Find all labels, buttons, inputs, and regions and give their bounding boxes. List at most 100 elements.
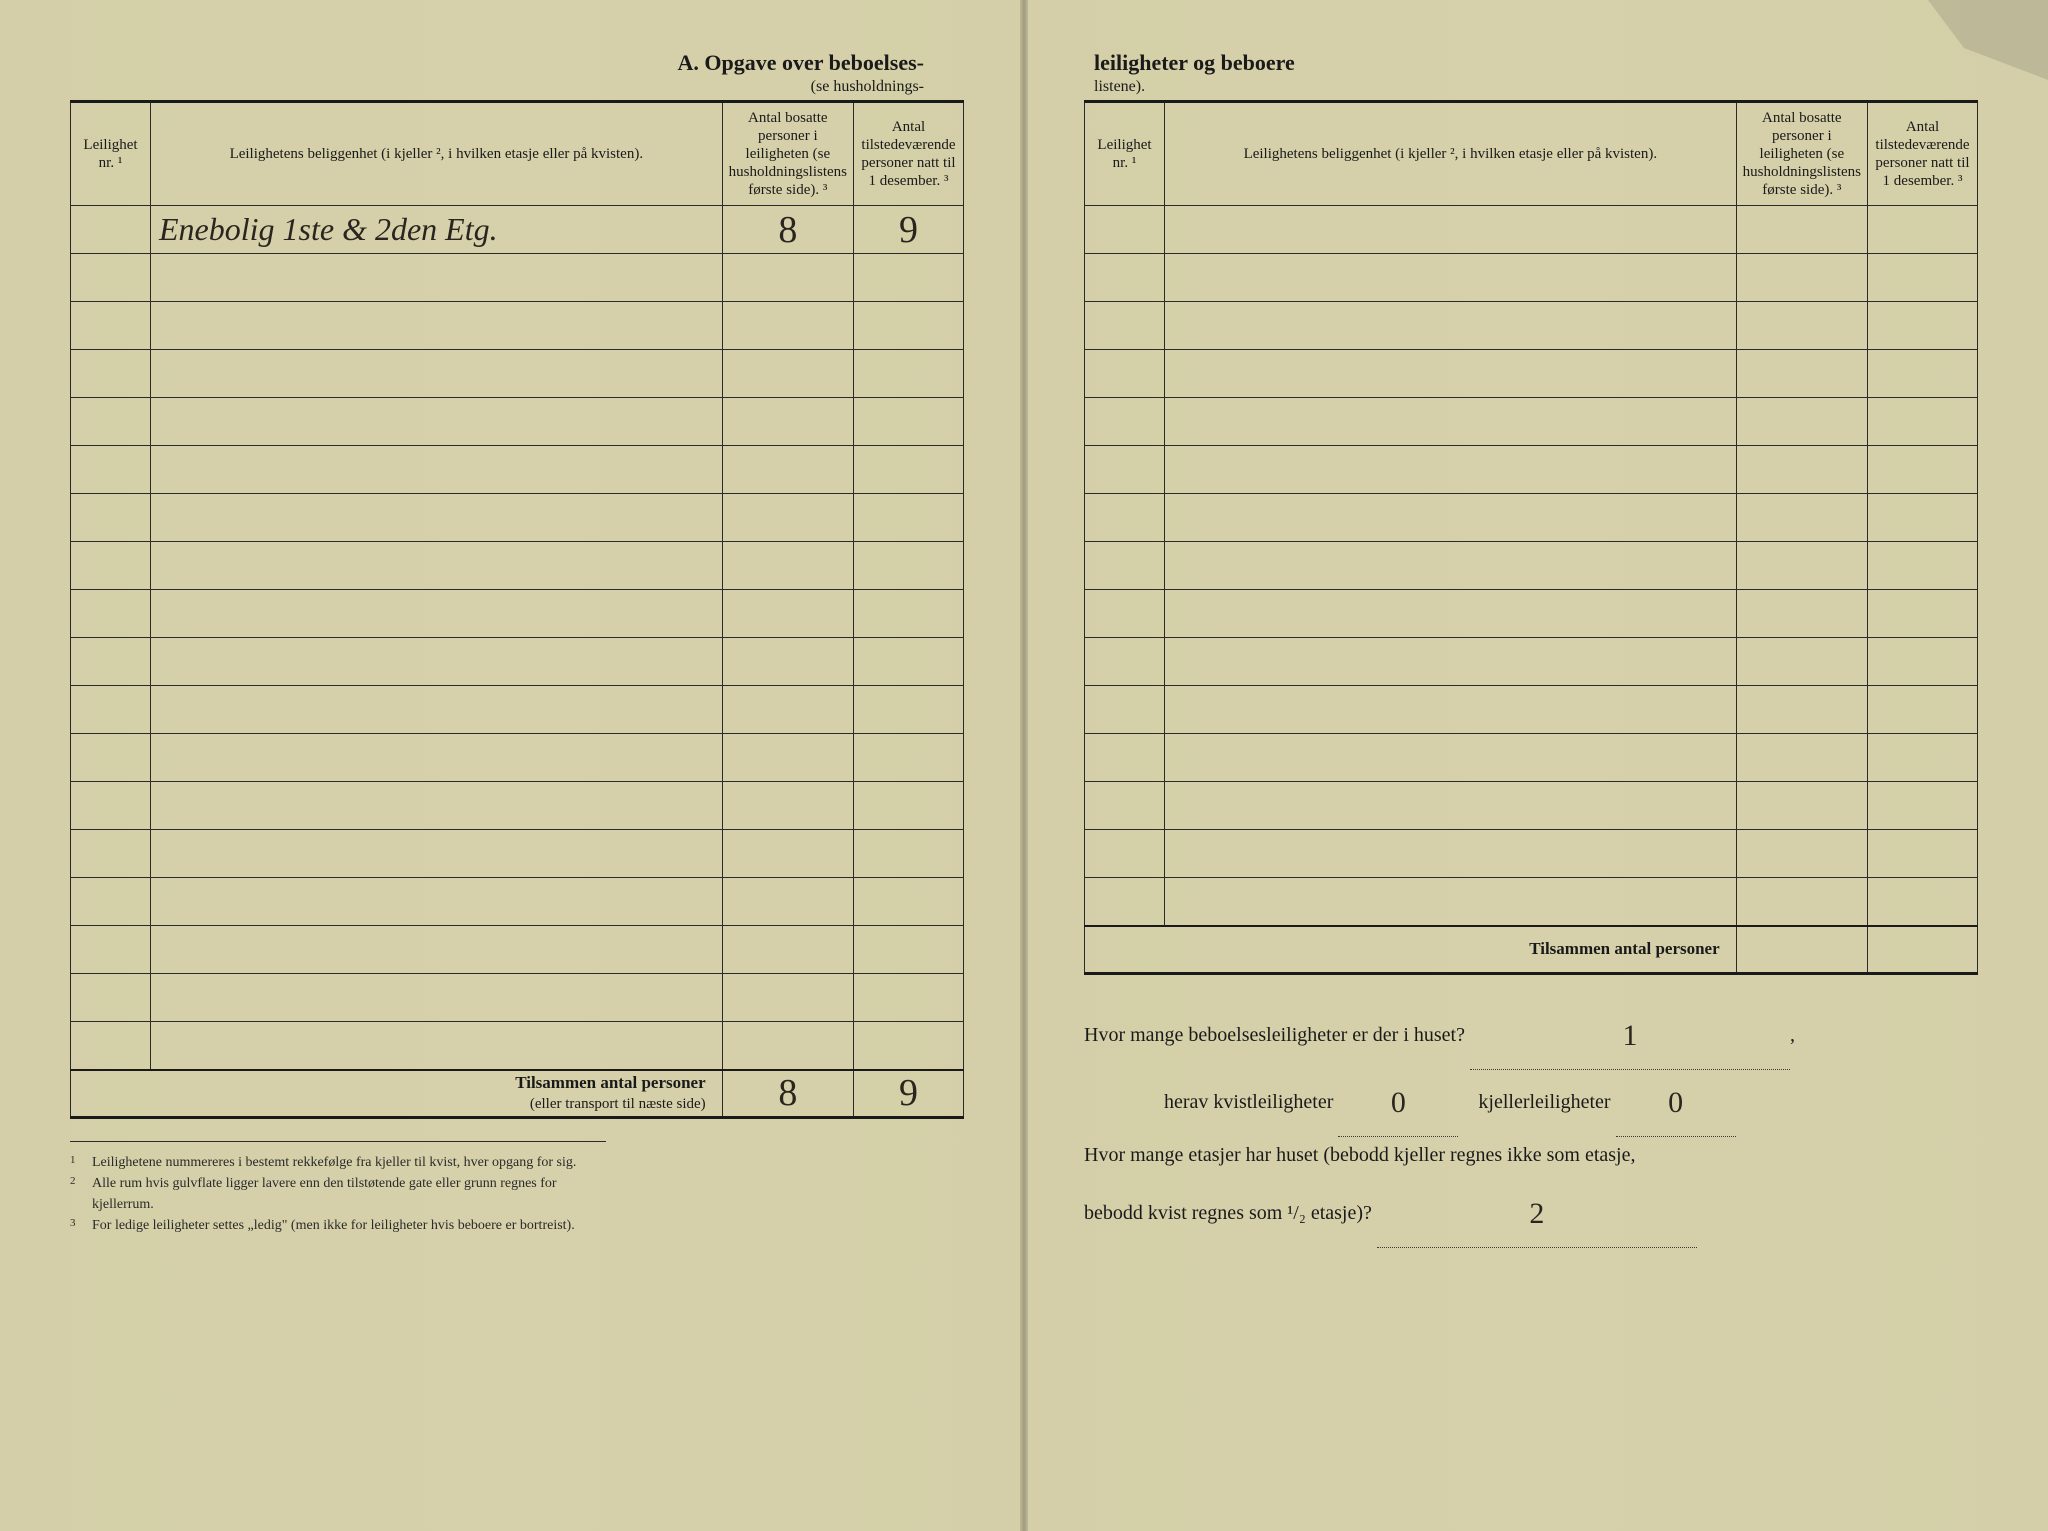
cell-n1: [722, 638, 853, 686]
cell-nr: [1085, 590, 1165, 638]
cell-n2: [1868, 350, 1978, 398]
left-page: A. Opgave over beboelses- (se husholdnin…: [0, 0, 1024, 1531]
cell-n2: [854, 542, 964, 590]
right-table: Leilighet nr. ¹ Leilighetens beliggenhet…: [1084, 100, 1978, 975]
cell-loc: [1165, 206, 1737, 254]
cell-nr: [71, 494, 151, 542]
cell-n1: [1736, 398, 1867, 446]
cell-n2: [1868, 302, 1978, 350]
cell-loc: [151, 974, 723, 1022]
question-2: herav kvistleiligheter 0 kjellerleilighe…: [1084, 1066, 1978, 1133]
totals-label-bold: Tilsammen antal personer: [515, 1073, 705, 1092]
table-row: [71, 302, 964, 350]
table-row: [1085, 398, 1978, 446]
table-row: [71, 830, 964, 878]
page-fold: [1020, 0, 1028, 1531]
left-totals-label: Tilsammen antal personer (eller transpor…: [71, 1070, 723, 1118]
footnotes: 1Leilighetene nummereres i bestemt rekke…: [70, 1141, 606, 1236]
cell-n2: [854, 350, 964, 398]
table-row: [71, 974, 964, 1022]
cell-nr: [1085, 686, 1165, 734]
cell-nr: [1085, 734, 1165, 782]
footnote-2: Alle rum hvis gulvflate ligger lavere en…: [92, 1173, 606, 1215]
cell-nr: [71, 542, 151, 590]
cell-n1: [1736, 302, 1867, 350]
table-row: [1085, 830, 1978, 878]
cell-n1: [1736, 878, 1867, 926]
cell-n1: [1736, 590, 1867, 638]
cell-n1: [722, 734, 853, 782]
cell-n2: [1868, 542, 1978, 590]
cell-n1: [1736, 638, 1867, 686]
cell-loc: [151, 350, 723, 398]
col-header-n2: Antal tilstedeværende personer natt til …: [854, 102, 964, 206]
table-row: [1085, 302, 1978, 350]
cell-n1: [722, 1022, 853, 1070]
cell-loc: [1165, 494, 1737, 542]
cell-loc: [1165, 686, 1737, 734]
cell-loc: [1165, 254, 1737, 302]
cell-nr: [71, 350, 151, 398]
cell-nr: [1085, 398, 1165, 446]
cell-loc: [151, 686, 723, 734]
cell-loc: [1165, 350, 1737, 398]
cell-nr: [1085, 350, 1165, 398]
cell-n1: [1736, 494, 1867, 542]
cell-n2: [854, 974, 964, 1022]
cell-n1: [1736, 686, 1867, 734]
cell-nr: [1085, 494, 1165, 542]
table-row: [1085, 350, 1978, 398]
cell-nr: [71, 590, 151, 638]
table-row: [71, 638, 964, 686]
q2a-value: 0: [1338, 1070, 1458, 1137]
question-1: Hvor mange beboelsesleiligheter er der i…: [1084, 999, 1978, 1066]
cell-n2: [1868, 830, 1978, 878]
cell-nr: [1085, 254, 1165, 302]
table-row: [71, 398, 964, 446]
cell-loc: [151, 1022, 723, 1070]
cell-n2: [1868, 254, 1978, 302]
table-row: [1085, 782, 1978, 830]
cell-nr: [71, 398, 151, 446]
cell-n1: [722, 878, 853, 926]
cell-n1: [1736, 254, 1867, 302]
col-header-nr: Leilighet nr. ¹: [71, 102, 151, 206]
table-row: [71, 782, 964, 830]
q1-text: Hvor mange beboelsesleiligheter er der i…: [1084, 1024, 1465, 1046]
cell-nr: [71, 1022, 151, 1070]
left-total-n1: 8: [722, 1070, 853, 1118]
q2a-text: herav kvistleiligheter: [1164, 1091, 1333, 1113]
table-row: [1085, 734, 1978, 782]
col-header-loc: Leilighetens beliggenhet (i kjeller ², i…: [151, 102, 723, 206]
cell-n2: [854, 878, 964, 926]
table-row: [1085, 878, 1978, 926]
questions-block: Hvor mange beboelsesleiligheter er der i…: [1084, 999, 1978, 1244]
cell-n2: 9: [854, 206, 964, 254]
cell-nr: [71, 254, 151, 302]
table-row: [1085, 638, 1978, 686]
cell-n2: [854, 446, 964, 494]
cell-loc: [1165, 302, 1737, 350]
cell-loc: [151, 590, 723, 638]
cell-n2: [1868, 734, 1978, 782]
cell-nr: [1085, 302, 1165, 350]
cell-n2: [1868, 782, 1978, 830]
cell-n2: [1868, 878, 1978, 926]
question-3-line1: Hvor mange etasjer har huset (bebodd kje…: [1084, 1133, 1978, 1177]
table-row: [1085, 494, 1978, 542]
cell-n2: [854, 302, 964, 350]
cell-loc: [151, 254, 723, 302]
table-row: [1085, 686, 1978, 734]
cell-n2: [854, 1022, 964, 1070]
cell-loc: [1165, 878, 1737, 926]
cell-n1: [722, 494, 853, 542]
cell-loc: Enebolig 1ste & 2den Etg.: [151, 206, 723, 254]
cell-nr: [71, 782, 151, 830]
cell-loc: [151, 830, 723, 878]
cell-loc: [1165, 638, 1737, 686]
cell-n1: [1736, 830, 1867, 878]
right-total-n1: [1736, 926, 1867, 974]
cell-loc: [151, 926, 723, 974]
col-header-nr-r: Leilighet nr. ¹: [1085, 102, 1165, 206]
cell-loc: [1165, 830, 1737, 878]
